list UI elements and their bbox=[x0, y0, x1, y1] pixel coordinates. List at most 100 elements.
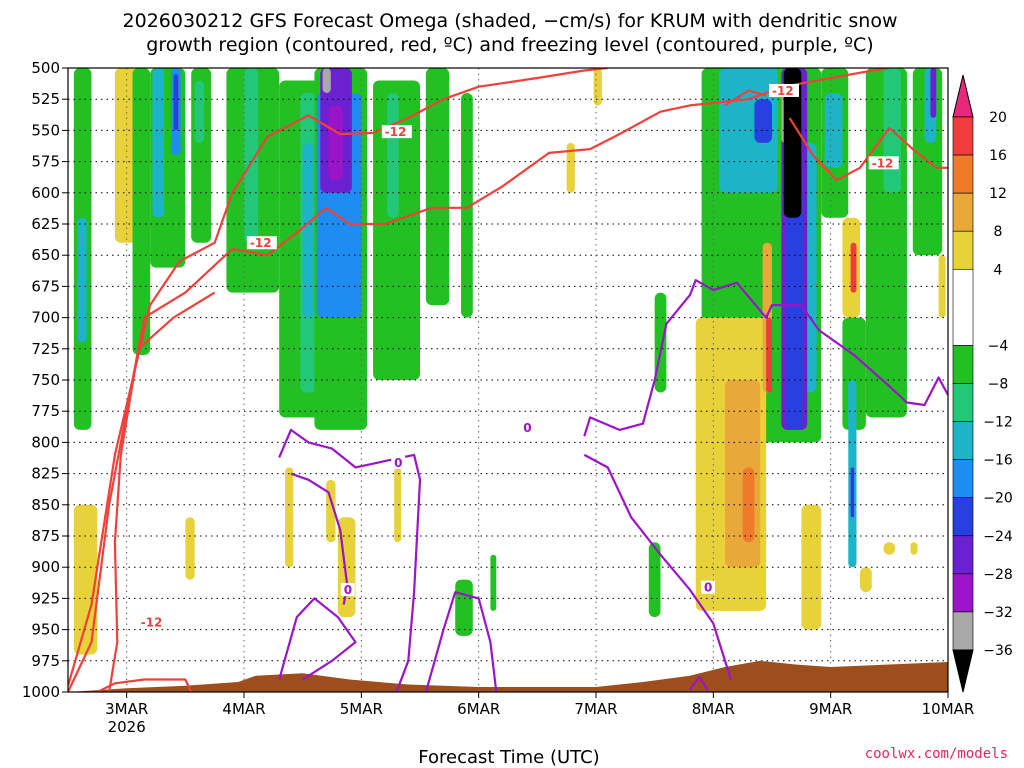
omega-region-34 bbox=[593, 68, 602, 106]
colorbar-label-3: 8 bbox=[994, 224, 1003, 240]
dgz-contour-label-bg-4 bbox=[769, 83, 799, 97]
dgz-contour-line-2 bbox=[108, 291, 216, 692]
colorbar-bottom-triangle bbox=[952, 649, 974, 693]
chart-title-line-1: 2026030212 GFS Forecast Omega (shaded, −… bbox=[123, 10, 898, 32]
omega-region-66 bbox=[938, 255, 946, 318]
colorbar-label-12: −32 bbox=[983, 605, 1013, 621]
omega-region-30 bbox=[394, 467, 402, 543]
dgz-contour-line-5 bbox=[96, 678, 193, 692]
freezing-contour-label-5: 0 bbox=[704, 581, 712, 595]
x-tick-label-6: 9MAR bbox=[809, 700, 852, 718]
colorbar-label-7: −12 bbox=[983, 415, 1013, 431]
omega-region-51 bbox=[783, 68, 802, 218]
y-axis: 500 525 550 575 600 625 650 675 700 725 750 775 800 8… bbox=[22, 59, 68, 701]
colorbar-band-4 bbox=[952, 268, 974, 346]
colorbar-label-11: −28 bbox=[983, 567, 1013, 583]
dgz-contour-label-bg-1 bbox=[246, 236, 277, 250]
y-tick-label-19: 975 bbox=[31, 652, 60, 670]
omega-region-26 bbox=[373, 80, 420, 380]
colorbar-band-12 bbox=[952, 611, 974, 651]
omega-region-1 bbox=[77, 217, 87, 343]
freezing-contour-line-2 bbox=[278, 597, 357, 681]
x-tick-label-0: 3MAR bbox=[105, 700, 148, 718]
colorbar-band-5 bbox=[952, 345, 974, 384]
grid-layer bbox=[68, 67, 949, 693]
dgz-contour-label-1: -12 bbox=[250, 236, 272, 250]
terrain-layer bbox=[68, 660, 948, 692]
y-tick-label-15: 875 bbox=[31, 527, 60, 545]
y-tick-label-17: 925 bbox=[31, 589, 60, 607]
omega-region-33 bbox=[566, 142, 575, 193]
dgz-contour-label-2: -12 bbox=[141, 616, 163, 630]
omega-region-27 bbox=[387, 92, 399, 218]
omega-region-14 bbox=[244, 68, 259, 243]
omega-region-32 bbox=[490, 554, 497, 611]
contour-layer: -12 -12 -12 -12 -12 0 0 0 0 bbox=[68, 68, 948, 692]
y-tick-label-10: 750 bbox=[31, 371, 60, 389]
omega-region-39 bbox=[754, 99, 772, 143]
freezing-contour-line-3 bbox=[424, 591, 498, 692]
y-tick-label-11: 775 bbox=[31, 402, 60, 420]
omega-region-29 bbox=[461, 92, 473, 318]
colorbar-band-0 bbox=[952, 116, 974, 156]
omega-region-17 bbox=[302, 142, 315, 318]
terrain-area bbox=[68, 660, 948, 692]
omega-region-60 bbox=[860, 567, 872, 593]
y-tick-label-13: 825 bbox=[31, 465, 60, 483]
x-tick-label-4: 7MAR bbox=[574, 700, 617, 718]
colorbar-band-10 bbox=[952, 535, 974, 575]
y-tick-label-7: 675 bbox=[31, 277, 60, 295]
colorbar-band-9 bbox=[952, 497, 974, 537]
omega-region-45 bbox=[766, 317, 772, 393]
x-tick-label-2: 5MAR bbox=[340, 700, 383, 718]
colorbar-label-8: −16 bbox=[983, 453, 1013, 469]
colorbar-band-1 bbox=[952, 154, 974, 194]
colorbar-band-3 bbox=[952, 230, 974, 270]
omega-region-31 bbox=[455, 579, 473, 636]
y-tick-label-18: 950 bbox=[31, 621, 60, 639]
y-tick-label-1: 525 bbox=[31, 90, 60, 108]
omega-region-9 bbox=[173, 74, 179, 131]
omega-region-67 bbox=[883, 542, 896, 555]
freezing-contour-line-4 bbox=[583, 279, 948, 437]
omega-region-5 bbox=[132, 68, 151, 356]
omega-region-56 bbox=[850, 242, 857, 293]
freezing-contour-label-bg-0 bbox=[391, 455, 406, 469]
y-tick-label-12: 800 bbox=[31, 433, 60, 451]
x-tick-label-5: 8MAR bbox=[692, 700, 735, 718]
freezing-contour-line-0 bbox=[278, 428, 422, 692]
colorbar-label-1: 16 bbox=[989, 148, 1007, 164]
colorbar-band-8 bbox=[952, 459, 974, 499]
omega-region-59 bbox=[850, 467, 855, 518]
x-tick-sublabel-0: 2026 bbox=[108, 718, 146, 736]
y-tick-label-4: 600 bbox=[31, 184, 60, 202]
omega-region-2 bbox=[73, 504, 98, 655]
omega-region-25 bbox=[285, 467, 294, 568]
y-tick-label-0: 500 bbox=[31, 59, 60, 77]
credit-link[interactable]: coolwx.com/models bbox=[865, 746, 1008, 762]
colorbar-label-13: −36 bbox=[983, 643, 1013, 659]
dgz-contour-label-0: -12 bbox=[385, 125, 407, 139]
y-tick-label-8: 700 bbox=[31, 309, 60, 327]
colorbar-band-7 bbox=[952, 421, 974, 460]
x-axis-label: Forecast Time (UTC) bbox=[418, 747, 599, 768]
freezing-contour-label-bg-1 bbox=[340, 583, 355, 597]
omega-region-7 bbox=[152, 68, 165, 218]
dgz-contour-label-bg-3 bbox=[868, 156, 899, 170]
omega-region-22 bbox=[322, 68, 331, 93]
y-tick-label-3: 575 bbox=[31, 153, 60, 171]
x-tick-label-7: 10MAR bbox=[922, 700, 975, 718]
dgz-contour-label-bg-0 bbox=[381, 125, 412, 139]
freezing-contour-line-6 bbox=[689, 675, 709, 691]
freezing-contour-label-1: 0 bbox=[344, 583, 352, 597]
chart-title-line-2: growth region (contoured, red, ºC) and f… bbox=[146, 34, 873, 56]
colorbar-label-4: 4 bbox=[994, 262, 1003, 278]
omega-region-68 bbox=[910, 542, 918, 555]
y-tick-label-5: 625 bbox=[31, 215, 60, 233]
colorbar-band-6 bbox=[952, 383, 974, 422]
y-tick-label-14: 850 bbox=[31, 496, 60, 514]
colorbar-top-triangle bbox=[952, 74, 974, 118]
colorbar-label-10: −24 bbox=[983, 529, 1013, 545]
